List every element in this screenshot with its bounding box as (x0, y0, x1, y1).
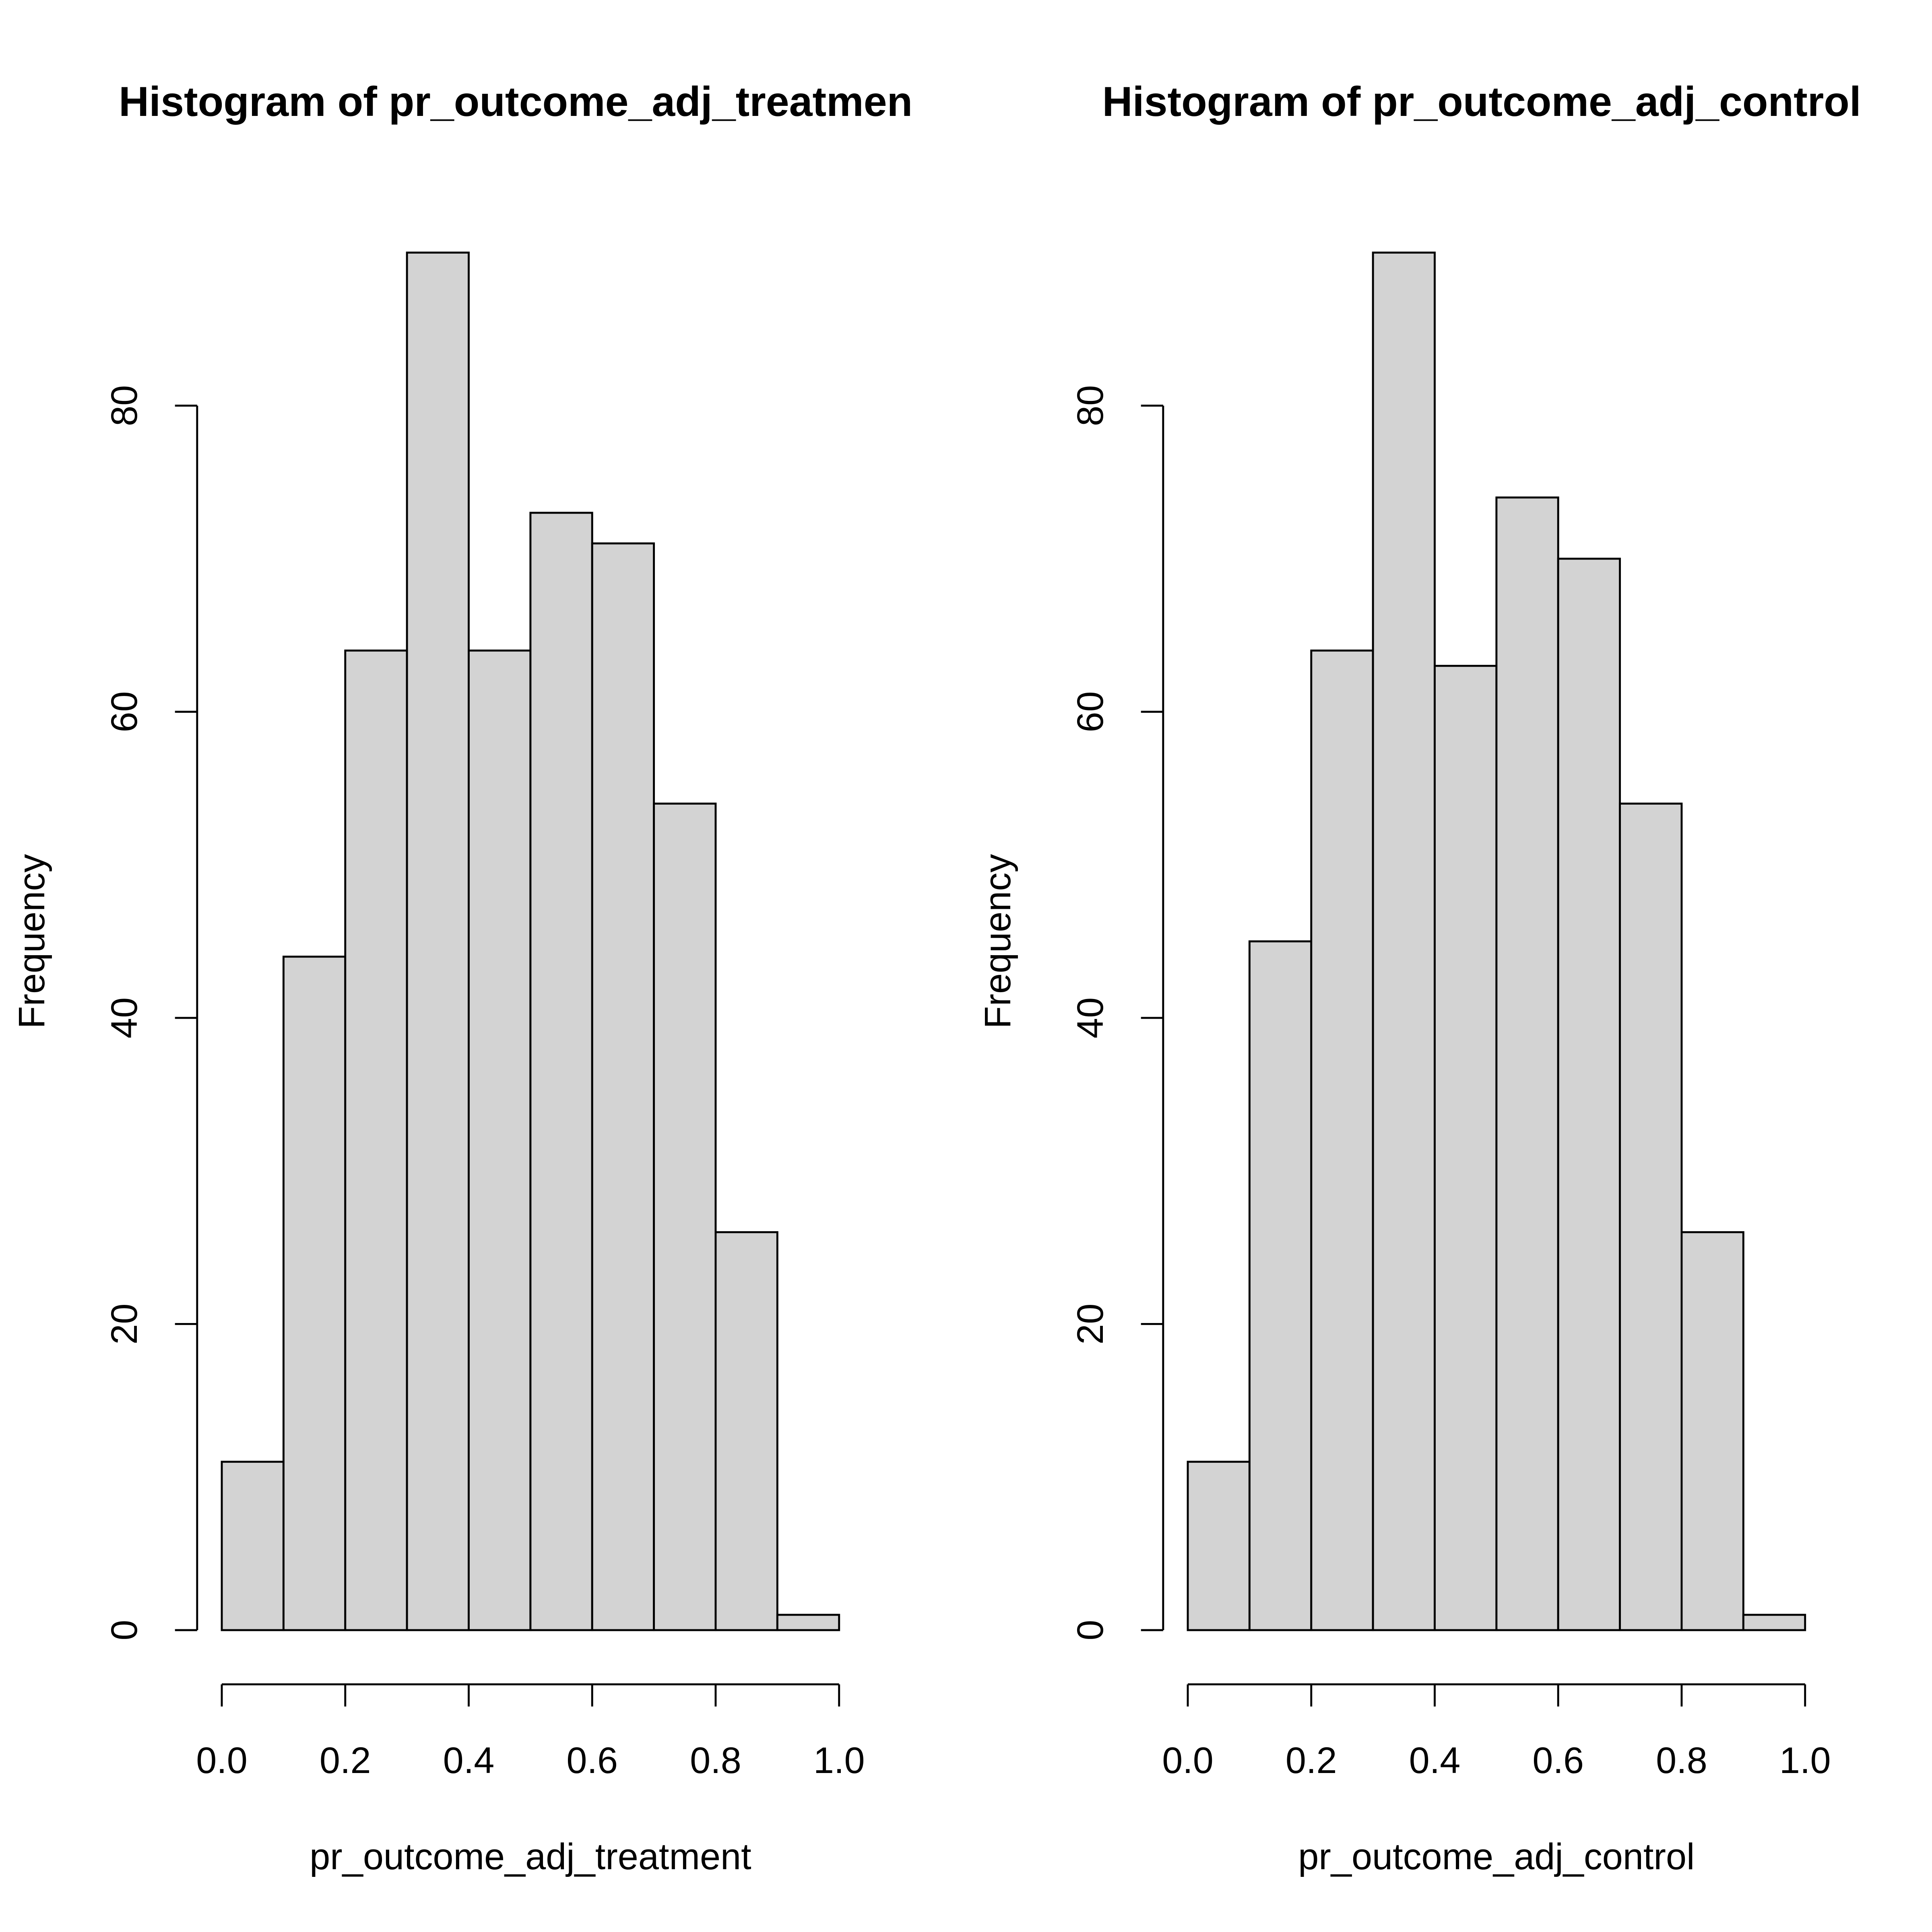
bar (1742, 1614, 1806, 1631)
x-tick-label: 0.8 (690, 1740, 741, 1781)
x-tick-label: 0.2 (1286, 1740, 1337, 1781)
y-tick-label: 0 (104, 1620, 145, 1640)
chart-title: Histogram of pr_outcome_adj_control (1102, 78, 1861, 125)
panel: Histogram of pr_outcome_adj_control 0 20 40… (977, 78, 1861, 1877)
y-tick-label: 80 (104, 385, 145, 426)
x-tick-label: 0.2 (320, 1740, 371, 1781)
bar (1310, 649, 1374, 1631)
y-tick-label: 40 (1070, 997, 1111, 1038)
bar (344, 649, 408, 1631)
x-axis-label: pr_outcome_adj_treatment (310, 1836, 751, 1877)
y-axis-label: Frequency (977, 854, 1018, 1029)
y-tick-label: 20 (1070, 1303, 1111, 1344)
bar (653, 803, 717, 1631)
bar (714, 1231, 778, 1631)
x-axis-label: pr_outcome_adj_control (1298, 1836, 1695, 1877)
bar (282, 956, 347, 1631)
bar (1187, 1461, 1251, 1631)
y-tick-label: 80 (1070, 385, 1111, 426)
y-axis-label: Frequency (11, 854, 52, 1029)
bar (1557, 557, 1621, 1631)
x-tick-label: 0.8 (1656, 1740, 1707, 1781)
bar (1680, 1231, 1744, 1631)
panel: Histogram of pr_outcome_adj_treatmen 0 20 4… (11, 78, 912, 1877)
bar (1248, 940, 1313, 1631)
bar (776, 1614, 840, 1631)
x-tick-label: 0.4 (443, 1740, 495, 1781)
x-tick-label: 1.0 (1779, 1740, 1831, 1781)
bar (1372, 252, 1436, 1631)
bar (468, 649, 532, 1631)
y-tick-label: 40 (104, 997, 145, 1038)
x-tick-label: 0.0 (1162, 1740, 1214, 1781)
x-tick-label: 0.4 (1409, 1740, 1461, 1781)
bar (221, 1461, 285, 1631)
y-tick-label: 60 (104, 691, 145, 732)
bar (529, 512, 593, 1631)
bar (591, 542, 655, 1631)
x-tick-label: 0.6 (566, 1740, 618, 1781)
x-tick-label: 0.0 (196, 1740, 248, 1781)
bar (1434, 665, 1498, 1631)
chart-title: Histogram of pr_outcome_adj_treatmen (119, 78, 912, 125)
bar (1495, 496, 1559, 1631)
bar (1619, 803, 1683, 1631)
x-tick-label: 0.6 (1532, 1740, 1584, 1781)
bar (406, 252, 470, 1631)
x-tick-label: 1.0 (813, 1740, 865, 1781)
y-tick-label: 0 (1070, 1620, 1111, 1640)
y-tick-label: 20 (104, 1303, 145, 1344)
y-tick-label: 60 (1070, 691, 1111, 732)
